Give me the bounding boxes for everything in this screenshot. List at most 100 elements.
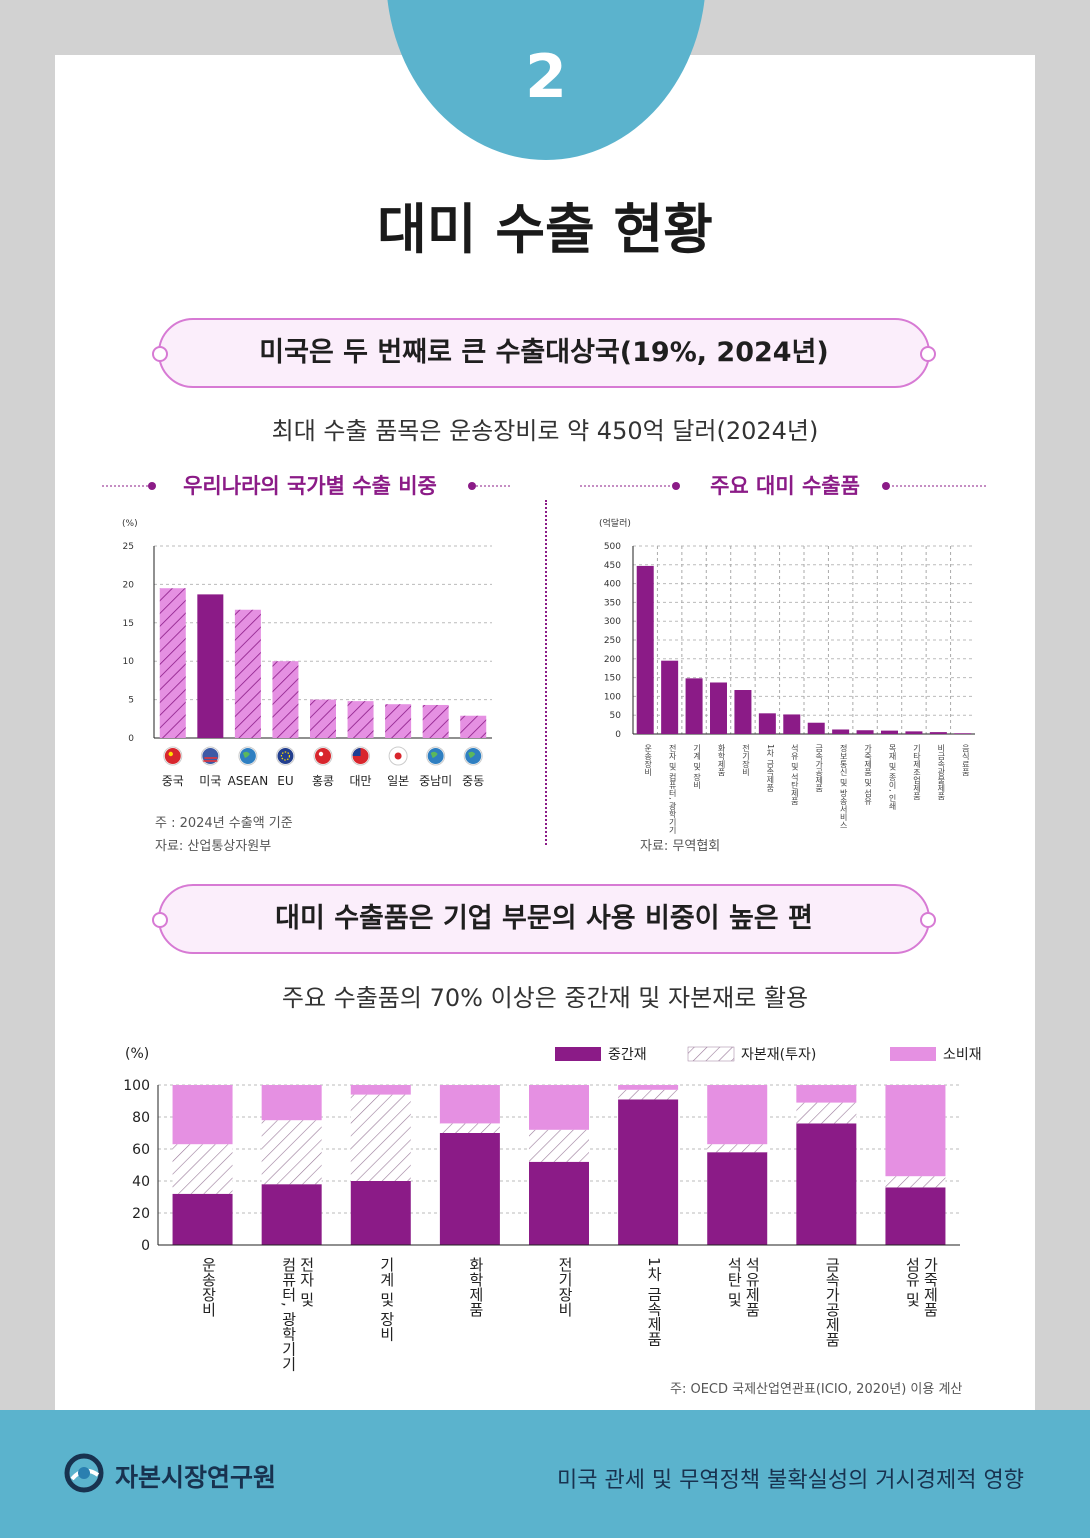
section1-subtitle: 최대 수출 품목은 운송장비로 약 450억 달러(2024년) <box>271 417 819 445</box>
chart3-bar-0-2 <box>172 1085 233 1145</box>
section1-headline: 미국은 두 번째로 큰 수출대상국(19%, 2024년) <box>259 337 829 368</box>
flag-mark <box>430 751 438 758</box>
chart1-ytick-label: 0 <box>128 734 134 744</box>
chart3-legend-swatch-0 <box>555 1047 601 1061</box>
chart3-bar-7-0 <box>796 1123 857 1245</box>
chart3-bar-1-1 <box>261 1120 322 1185</box>
chart3-ytick-label: 60 <box>132 1142 150 1158</box>
chart2-ytick-label: 0 <box>615 730 621 740</box>
flag-fill <box>315 748 331 764</box>
chart2-bar-2 <box>685 678 703 734</box>
chart3-ytick-label: 0 <box>141 1238 150 1254</box>
chart3-bar-0-1 <box>172 1144 233 1194</box>
chart1-ytick-label: 10 <box>123 657 135 667</box>
chart2-bar-7 <box>807 722 825 734</box>
chart2-category-label: 비금속광물제품 <box>937 744 946 800</box>
chart1-ylabel: (%) <box>122 519 138 529</box>
chart2-ytick-label: 300 <box>604 617 621 627</box>
hongkong-flag-icon <box>313 746 333 766</box>
chart1-category-label: 대만 <box>350 774 372 788</box>
chart1-ytick-label: 15 <box>123 619 134 629</box>
chart2-bar-4 <box>734 690 752 734</box>
chart2-bar-3 <box>710 682 727 734</box>
usa-flag-icon <box>200 746 220 766</box>
chart2-ytick-label: 50 <box>610 711 622 721</box>
chart2-ylabel: (억달러) <box>599 517 631 529</box>
chart2-bar-0 <box>636 565 654 734</box>
chart3-legend-label: 중간재 <box>608 1047 647 1063</box>
pill-left-dot <box>152 346 168 362</box>
chart2-ytick-label: 500 <box>604 542 621 552</box>
chart3-ytick-label: 20 <box>132 1206 150 1222</box>
taiwan-flag-icon <box>351 746 371 766</box>
globe-icon <box>463 746 483 766</box>
chart1-category-label: 중남미 <box>419 774 452 788</box>
chart3-category-label: 전기장비 <box>556 1257 574 1317</box>
chart3-bar-2-2 <box>350 1085 411 1095</box>
flag-mark <box>318 751 324 757</box>
chart2-bar-6 <box>783 714 801 734</box>
chart3-category-label: 1차 금속제품 <box>645 1257 663 1347</box>
chart1-heading: 우리나라의 국가별 수출 비중 <box>183 474 437 498</box>
chart2-category-label: 운송장비 <box>643 744 652 777</box>
pill-right-dot <box>920 346 936 362</box>
chart3-bar-7-2 <box>796 1085 857 1103</box>
page-title: 대미 수출 현황 <box>377 198 713 261</box>
report-title: 미국 관세 및 무역정책 불확실성의 거시경제적 영향 <box>556 1468 1024 1493</box>
chart1-category-label: 중국 <box>162 774 184 788</box>
globe-icon <box>426 746 446 766</box>
chart2-category-label: 1차 금속제품 <box>766 744 775 792</box>
chart2-heading-decor <box>580 482 988 490</box>
chart-divider <box>545 500 547 845</box>
chart1-note: 주 : 2024년 수출액 기준 <box>155 816 293 831</box>
chart3-bar-4-0 <box>529 1161 589 1245</box>
chart1-bar-7 <box>422 704 449 738</box>
chart1-heading-decor <box>102 482 512 490</box>
chart2-category-label: 음식료품 <box>961 744 970 776</box>
chart3-bar-2-0 <box>350 1181 411 1245</box>
chart3-category-label: 석탄 및 <box>725 1257 743 1307</box>
chart1-bar-5 <box>347 701 374 738</box>
chart3-legend-swatch-2 <box>890 1047 936 1061</box>
chart2-source: 자료: 무역협회 <box>640 839 721 854</box>
flag-mark <box>280 751 291 761</box>
chart2-bar-1 <box>661 660 679 734</box>
chart2-bar-12 <box>929 732 947 734</box>
chart2-bar-5 <box>758 713 776 734</box>
chart1-category-label: 일본 <box>387 774 409 788</box>
chart3-legend-label: 자본재(투자) <box>741 1047 816 1063</box>
chart1-category-label: ASEAN <box>228 774 269 788</box>
pill-left-dot <box>152 912 168 928</box>
chart3-bar-3-0 <box>439 1133 500 1245</box>
chart3-bar-5-2 <box>618 1085 679 1090</box>
chart3-ytick-label: 80 <box>132 1110 150 1126</box>
chart1-category-label: EU <box>277 774 293 788</box>
chart1-bar-8 <box>460 715 487 738</box>
chart1-ytick-label: 20 <box>123 580 135 590</box>
chart2-ytick-label: 100 <box>604 692 621 702</box>
chart1-ytick-label: 5 <box>128 696 134 706</box>
chart1-bar-6 <box>385 704 412 738</box>
us-export-items-chart: (억달러) 0 50 100 150 200 250 300 350 400 450 500 운송장비 전… <box>599 517 975 835</box>
chart2-category-label: 기타제조업제품 <box>912 744 921 800</box>
flag-fill <box>164 748 181 764</box>
chart3-category-label: 석유제품 <box>743 1257 761 1317</box>
chart2-ytick-label: 200 <box>604 655 621 665</box>
chart2-bar-10 <box>881 730 898 734</box>
chart3-ytick-label: 40 <box>132 1174 150 1190</box>
flag-fill <box>277 748 294 764</box>
chart3-bar-4-2 <box>529 1085 589 1130</box>
chart2-ytick-label: 350 <box>604 598 621 608</box>
chart2-category-label: 전자 및 컴퓨터, 광학기기 <box>668 743 677 835</box>
chart3-category-label: 화학제품 <box>467 1257 485 1317</box>
chart3-bar-3-1 <box>439 1123 500 1133</box>
chart3-bar-1-0 <box>261 1184 322 1245</box>
flag-mark <box>394 752 402 760</box>
chart3-bar-2-1 <box>350 1094 411 1181</box>
chart2-category-label: 금속가공제품 <box>814 744 823 792</box>
chart3-category-label: 컴퓨터, 광학기기 <box>280 1257 298 1372</box>
chart2-heading: 주요 대미 수출품 <box>710 474 860 498</box>
chart3-bar-8-2 <box>885 1085 946 1177</box>
chart3-bar-8-0 <box>885 1187 946 1245</box>
